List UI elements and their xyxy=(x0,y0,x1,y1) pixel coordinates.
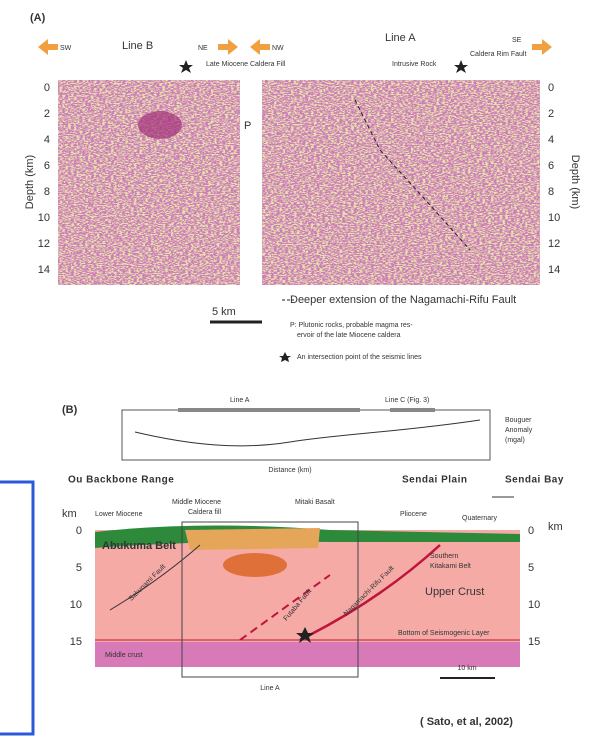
units-5: Quaternary xyxy=(462,515,498,522)
legend-2: ervoir of the late Miocene caldera xyxy=(297,332,401,339)
line-a-left: NW xyxy=(272,45,284,52)
depth-ticks-0: 0 xyxy=(548,82,554,94)
annotations-2: Caldera Rim Fault xyxy=(470,51,526,58)
seismic-texture xyxy=(58,80,240,285)
depth-ticks-6: 12 xyxy=(548,238,560,250)
regions-2: Sendai Bay xyxy=(505,475,564,486)
panel-a-y-axis-label: Depth (km) xyxy=(24,155,36,209)
axis-label-1: Anomaly xyxy=(505,427,533,434)
panel-b-line-label: Line A xyxy=(260,685,280,692)
units-10: Bottom of Seismogenic Layer xyxy=(398,630,490,637)
depth-ticks-3: 6 xyxy=(44,160,50,172)
depth-ticks-2: 4 xyxy=(44,134,50,146)
caldera-fill xyxy=(185,528,320,550)
pluton xyxy=(138,111,182,139)
legend-3: An intersection point of the seismic lin… xyxy=(297,354,422,361)
units-8: Kitakami Belt xyxy=(430,563,471,570)
annotations-0: Late Miocene Caldera Fill xyxy=(206,61,286,68)
gravity-x-label: Distance (km) xyxy=(268,467,311,474)
depth-ticks-6: 12 xyxy=(38,238,50,250)
line-b-right: NE xyxy=(198,45,208,52)
depth-ticks-1: 2 xyxy=(44,108,50,120)
intrusion xyxy=(223,553,287,577)
panel-b-depth-unit: km xyxy=(62,508,77,520)
depth-ticks-3: 15 xyxy=(70,636,82,648)
depth-ticks-1: 2 xyxy=(548,108,554,120)
annotations-1: Intrusive Rock xyxy=(392,61,437,68)
depth-ticks-2: 10 xyxy=(528,599,540,611)
legend-star xyxy=(279,352,291,362)
regions-1: Sendai Plain xyxy=(402,475,467,486)
gravity-box xyxy=(122,410,490,460)
depth-ticks-3: 15 xyxy=(528,636,540,648)
line-a-title: Line A xyxy=(385,32,416,44)
line-a-right: SE xyxy=(512,37,522,44)
panel-a-y-axis-label: Depth (km) xyxy=(569,155,581,209)
regions-0: Ou Backbone Range xyxy=(68,475,174,486)
axis-label-2: (mgal) xyxy=(505,437,525,444)
axis-label-0: Bouguer xyxy=(505,417,532,424)
line-b-left: SW xyxy=(60,45,72,52)
panel-a-label: (A) xyxy=(30,12,46,24)
depth-ticks-0: 0 xyxy=(76,525,82,537)
depth-ticks-5: 10 xyxy=(38,212,50,224)
depth-ticks-4: 8 xyxy=(44,186,50,198)
depth-ticks-7: 14 xyxy=(548,264,560,276)
units-6: Abukuma Belt xyxy=(102,540,176,552)
depth-ticks-1: 5 xyxy=(528,562,534,574)
star xyxy=(179,60,193,73)
panel-b-depth-unit: km xyxy=(548,521,563,533)
line-b-title: Line B xyxy=(122,40,153,52)
units-3: Mitaki Basalt xyxy=(295,499,335,506)
annotations-3: P xyxy=(244,120,251,132)
figure: (A) Line B SW NE NW Line A SE Late Miocene Cald… xyxy=(0,0,592,739)
panel-a-scale: 5 km xyxy=(212,306,236,318)
units-2: Caldera fill xyxy=(188,509,222,516)
panel-b-label: (B) xyxy=(62,404,78,416)
depth-ticks-0: 0 xyxy=(44,82,50,94)
depth-ticks-7: 14 xyxy=(38,264,50,276)
depth-ticks-3: 6 xyxy=(548,160,554,172)
units-9: Upper Crust xyxy=(425,586,484,598)
seismic-texture xyxy=(262,80,540,285)
units-11: Middle crust xyxy=(105,652,143,659)
depth-ticks-2: 10 xyxy=(70,599,82,611)
clipped-panel xyxy=(0,482,33,734)
depth-ticks-1: 5 xyxy=(76,562,82,574)
depth-ticks-2: 4 xyxy=(548,134,554,146)
legend-0: Deeper extension of the Nagamachi-Rifu F… xyxy=(290,294,516,306)
depth-ticks-0: 0 xyxy=(528,525,534,537)
depth-ticks-4: 8 xyxy=(548,186,554,198)
units-4: Pliocene xyxy=(400,511,427,518)
panel-b-scale: 10 km xyxy=(457,665,476,672)
citation: ( Sato, et al, 2002) xyxy=(420,716,513,728)
units-7: Southern xyxy=(430,553,459,560)
depth-ticks-5: 10 xyxy=(548,212,560,224)
units-1: Middle Miocene xyxy=(172,499,221,506)
middle-crust xyxy=(95,642,520,667)
star xyxy=(454,60,468,73)
gravity-line-c: Line C (Fig. 3) xyxy=(385,397,429,404)
gravity-line-a: Line A xyxy=(230,397,250,404)
legend-1: P: Plutonic rocks, probable magma res- xyxy=(290,322,413,329)
units-0: Lower Miocene xyxy=(95,511,143,518)
